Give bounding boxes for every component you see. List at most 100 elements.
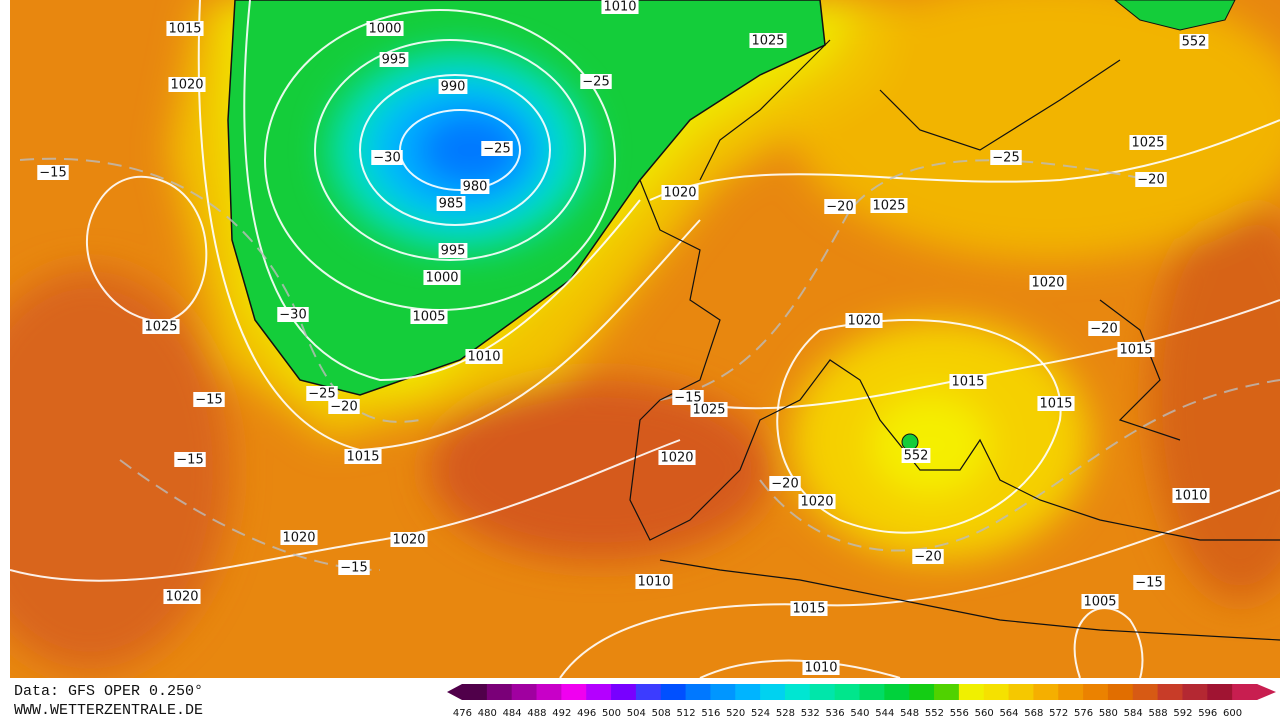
colorbar-label: 596: [1198, 708, 1217, 719]
label-background: [769, 476, 801, 491]
colorbar-swatch: [511, 684, 538, 700]
label-background: [436, 196, 466, 211]
map-label: 1025: [1131, 136, 1164, 151]
label-background: [1029, 275, 1067, 290]
map-label: 552: [904, 449, 929, 464]
colorbar-swatch: [660, 684, 687, 700]
colorbar-swatch: [1033, 684, 1059, 700]
map-label: 1020: [660, 451, 693, 466]
map-label: 1000: [368, 22, 401, 37]
label-background: [423, 270, 461, 285]
colorbar-swatch: [784, 684, 811, 700]
colorbar-label: 588: [1149, 708, 1168, 719]
label-background: [802, 660, 840, 675]
map-label: 1015: [346, 450, 379, 465]
label-background: [845, 313, 883, 328]
label-background: [166, 21, 204, 36]
label-background: [990, 150, 1022, 165]
label-background: [306, 386, 338, 401]
map-label: 1000: [425, 271, 458, 286]
label-background: [438, 243, 468, 258]
map-label: 1010: [603, 0, 636, 15]
map-label: 1020: [282, 531, 315, 546]
colorbar-label: 512: [676, 708, 695, 719]
label-background: [465, 349, 503, 364]
map-label: 1025: [751, 34, 784, 49]
colorbar-swatch: [1132, 684, 1159, 700]
label-background: [1133, 575, 1165, 590]
map-label: 990: [441, 80, 466, 95]
colorbar-label: 496: [577, 708, 596, 719]
colorbar-swatch: [958, 684, 985, 700]
map-label: −20: [771, 477, 798, 492]
colorbar-label: 520: [726, 708, 745, 719]
map-label: −25: [308, 387, 335, 402]
colorbar-swatch: [536, 684, 562, 700]
label-background: [438, 79, 468, 94]
label-background: [366, 21, 404, 36]
map-label: −15: [674, 391, 701, 406]
map-label: −25: [483, 142, 510, 157]
label-background: [1172, 488, 1210, 503]
map-label: −20: [1090, 322, 1117, 337]
colorbar-swatch: [486, 684, 513, 700]
colorbar-label: 508: [652, 708, 671, 719]
map-label: 995: [441, 244, 466, 259]
label-background: [163, 589, 201, 604]
colorbar-swatch: [611, 684, 637, 700]
colorbar-label: 544: [875, 708, 894, 719]
label-background: [798, 494, 836, 509]
map: 10151020−151025−15−151020−15102010009959…: [10, 0, 1280, 678]
label-background: [1117, 342, 1155, 357]
label-background: [672, 390, 704, 405]
colorbar-label: 568: [1024, 708, 1043, 719]
map-label: 1015: [792, 602, 825, 617]
label-background: [390, 532, 428, 547]
map-label: −20: [826, 200, 853, 215]
colorbar-label: 488: [527, 708, 546, 719]
colorbar-label: 592: [1173, 708, 1192, 719]
label-background: [1179, 34, 1209, 49]
label-background: [901, 448, 931, 463]
label-background: [580, 74, 612, 89]
colorbar-swatch: [859, 684, 885, 700]
colorbar-label: 584: [1124, 708, 1143, 719]
map-label: 995: [382, 53, 407, 68]
map-label: 985: [439, 197, 464, 212]
label-background: [460, 179, 490, 194]
label-background: [912, 549, 944, 564]
colorbar-label: 536: [826, 708, 845, 719]
label-background: [1135, 172, 1167, 187]
colorbar-arrow-left: [447, 684, 462, 700]
map-label: −15: [1135, 576, 1162, 591]
label-background: [338, 560, 370, 575]
label-background: [277, 307, 309, 322]
colorbar-arrow-right: [1257, 684, 1276, 700]
colorbar-swatch: [934, 684, 960, 700]
colorbar-label: 476: [453, 708, 472, 719]
map-label: 1010: [637, 575, 670, 590]
map-label: 1020: [1031, 276, 1064, 291]
map-label: 1010: [804, 661, 837, 676]
colorbar-swatch: [710, 684, 736, 700]
colorbar-swatch: [983, 684, 1010, 700]
label-background: [1037, 396, 1075, 411]
colorbar-swatch: [1182, 684, 1208, 700]
map-label: −25: [992, 151, 1019, 166]
map-label: 1015: [1119, 343, 1152, 358]
label-background: [168, 77, 206, 92]
colorbar-swatch: [834, 684, 860, 700]
colorbar-label: 564: [999, 708, 1018, 719]
colorbar-swatch: [1232, 684, 1258, 700]
label-background: [328, 399, 360, 414]
colorbar-label: 576: [1074, 708, 1093, 719]
map-label: 1010: [1174, 489, 1207, 504]
colorbar-swatch: [735, 684, 761, 700]
colorbar-swatch: [760, 684, 786, 700]
map-label: 1015: [951, 375, 984, 390]
label-background: [142, 319, 180, 334]
label-background: [661, 185, 699, 200]
colorbar-label: 580: [1099, 708, 1118, 719]
green-patch: [1114, 0, 1236, 31]
